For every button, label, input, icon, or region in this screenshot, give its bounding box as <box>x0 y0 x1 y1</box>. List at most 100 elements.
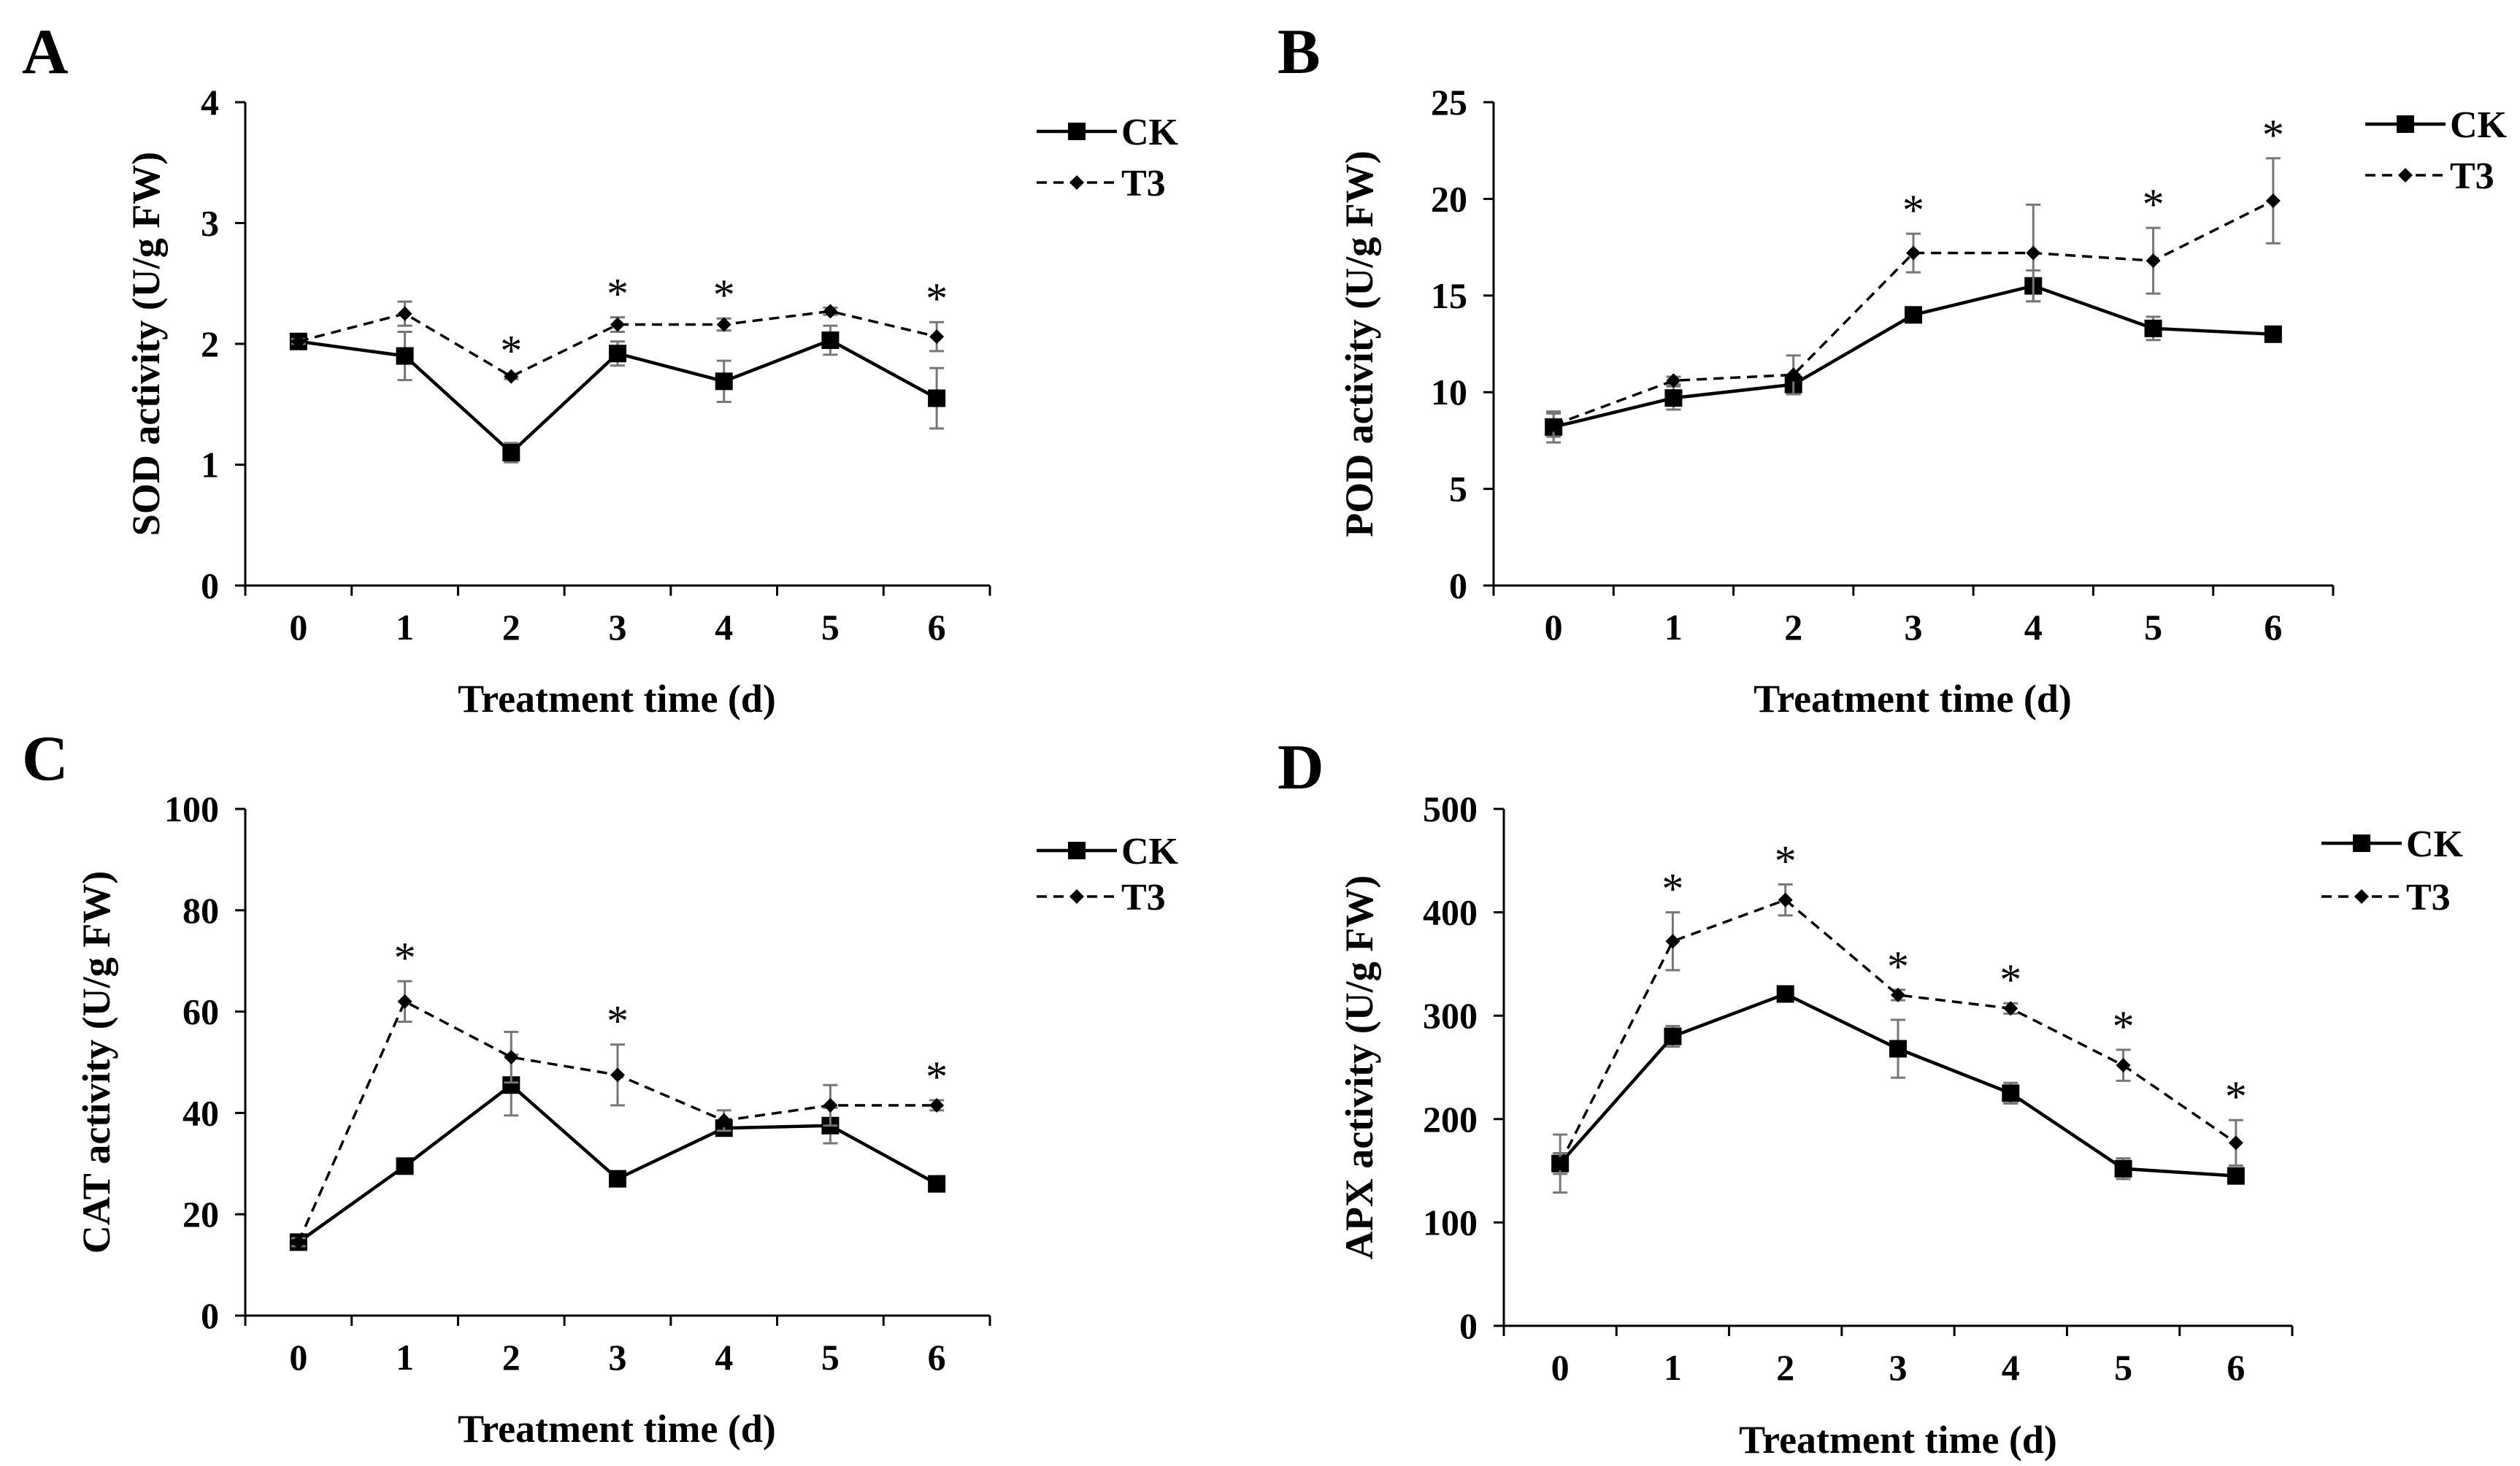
panel-c-cat-chart: C 0 20 40 60 80 100 0 1 2 3 4 5 6 Treatment time (d) CA… <box>22 724 1179 1451</box>
y-axis-title: APX activity (U/g FW) <box>1337 875 1381 1259</box>
data-point <box>609 345 626 363</box>
series-t3 <box>291 980 945 1250</box>
y-tick-label: 4 <box>201 82 219 123</box>
legend-marker <box>1069 889 1084 904</box>
data-point <box>823 1097 838 1113</box>
data-point <box>396 1157 414 1175</box>
data-point <box>2227 1167 2245 1185</box>
x-tick-label: 0 <box>1545 607 1563 648</box>
y-tick-label: 100 <box>1423 1202 1478 1243</box>
y-tick-label: 0 <box>1459 1305 1478 1346</box>
data-point <box>397 994 412 1009</box>
x-tick-label: 4 <box>715 607 733 648</box>
x-tick-label: 5 <box>2144 607 2162 648</box>
data-point <box>610 317 625 332</box>
y-tick-label: 60 <box>183 991 219 1032</box>
data-point <box>1664 389 1683 407</box>
data-point <box>1891 987 1905 1002</box>
y-tick-label: 80 <box>183 890 219 931</box>
panel-d-apx-chart: D 0 100 200 300 400 500 0 1 2 3 4 5 6 Treatment time (… <box>1278 732 2464 1462</box>
legend-marker <box>2397 115 2414 133</box>
y-tick-label: 5 <box>1449 469 1467 510</box>
legend-marker <box>1068 123 1086 140</box>
panel-label: B <box>1278 17 1321 88</box>
y-axis-title: POD activity (U/g FW) <box>1337 150 1381 537</box>
series-ck <box>289 324 946 464</box>
y-tick-label: 2 <box>201 323 219 364</box>
x-tick-label: 2 <box>502 1337 520 1378</box>
legend-marker <box>2398 168 2413 183</box>
x-tick-label: 1 <box>396 607 414 648</box>
series-t3 <box>291 300 945 384</box>
data-point <box>716 1113 731 1128</box>
legend-marker <box>2353 834 2370 852</box>
x-tick-label: 0 <box>1551 1347 1570 1388</box>
panel-label: C <box>22 724 69 794</box>
significance-asterisk: * <box>394 934 416 982</box>
legend-label: T3 <box>2450 156 2494 197</box>
data-point <box>716 317 731 332</box>
data-point <box>2003 1001 2018 1016</box>
data-point <box>2146 253 2161 269</box>
data-point <box>396 347 414 365</box>
y-tick-label: 100 <box>164 788 219 829</box>
y-tick-label: 20 <box>183 1194 219 1235</box>
y-tick-label: 40 <box>183 1092 219 1133</box>
x-tick-label: 5 <box>821 607 840 648</box>
y-tick-label: 0 <box>201 565 219 606</box>
x-axis-title: Treatment time (d) <box>1739 1418 2057 1462</box>
y-tick-label: 1 <box>201 445 219 486</box>
x-tick-label: 4 <box>2002 1347 2020 1388</box>
legend-label: CK <box>1121 831 1179 872</box>
y-tick-label: 300 <box>1423 995 1478 1036</box>
x-tick-label: 3 <box>609 1337 627 1378</box>
data-point <box>1553 1156 1568 1171</box>
data-point <box>504 369 519 384</box>
data-point <box>1665 934 1680 949</box>
significance-asterisk: * <box>1775 837 1797 885</box>
x-tick-label: 5 <box>2114 1347 2132 1388</box>
data-point <box>2116 1058 2131 1073</box>
data-point <box>291 1235 306 1250</box>
y-tick-label: 500 <box>1423 788 1478 829</box>
significance-asterisk: * <box>2262 111 2284 159</box>
data-point <box>1889 1040 1907 1058</box>
y-tick-label: 3 <box>201 203 219 244</box>
data-point <box>1546 418 1561 433</box>
data-point <box>1786 367 1801 383</box>
x-tick-label: 4 <box>2024 607 2043 648</box>
significance-asterisk: * <box>500 326 522 375</box>
data-point <box>1905 306 1922 324</box>
data-point <box>928 389 946 407</box>
x-tick-label: 1 <box>1664 607 1683 648</box>
significance-asterisk: * <box>1887 943 1909 991</box>
significance-asterisk: * <box>1662 865 1683 913</box>
data-point <box>928 1175 946 1193</box>
y-tick-label: 200 <box>1423 1099 1478 1140</box>
y-tick-label: 10 <box>1431 372 1467 412</box>
data-point <box>609 1170 626 1188</box>
legend-marker <box>1068 842 1086 859</box>
legend-label: T3 <box>1121 163 1166 204</box>
data-point <box>2228 1135 2243 1151</box>
data-point <box>1906 245 1921 261</box>
data-point <box>2265 193 2281 209</box>
significance-asterisk: * <box>926 1053 948 1101</box>
data-point <box>715 372 733 391</box>
data-point <box>504 1050 519 1065</box>
series-ck <box>1545 269 2282 444</box>
y-tick-label: 15 <box>1431 275 1467 316</box>
y-tick-label: 20 <box>1431 178 1467 219</box>
significance-asterisk: * <box>926 275 948 323</box>
significance-asterisk: * <box>713 271 735 319</box>
y-tick-label: 0 <box>1449 565 1467 606</box>
data-point <box>929 1097 945 1113</box>
x-tick-label: 2 <box>502 607 520 648</box>
data-point <box>2026 245 2041 261</box>
data-point <box>1664 1027 1682 1045</box>
legend-marker <box>1069 175 1084 190</box>
x-tick-label: 4 <box>715 1337 733 1378</box>
data-point <box>823 304 838 319</box>
data-point <box>2002 1084 2020 1102</box>
